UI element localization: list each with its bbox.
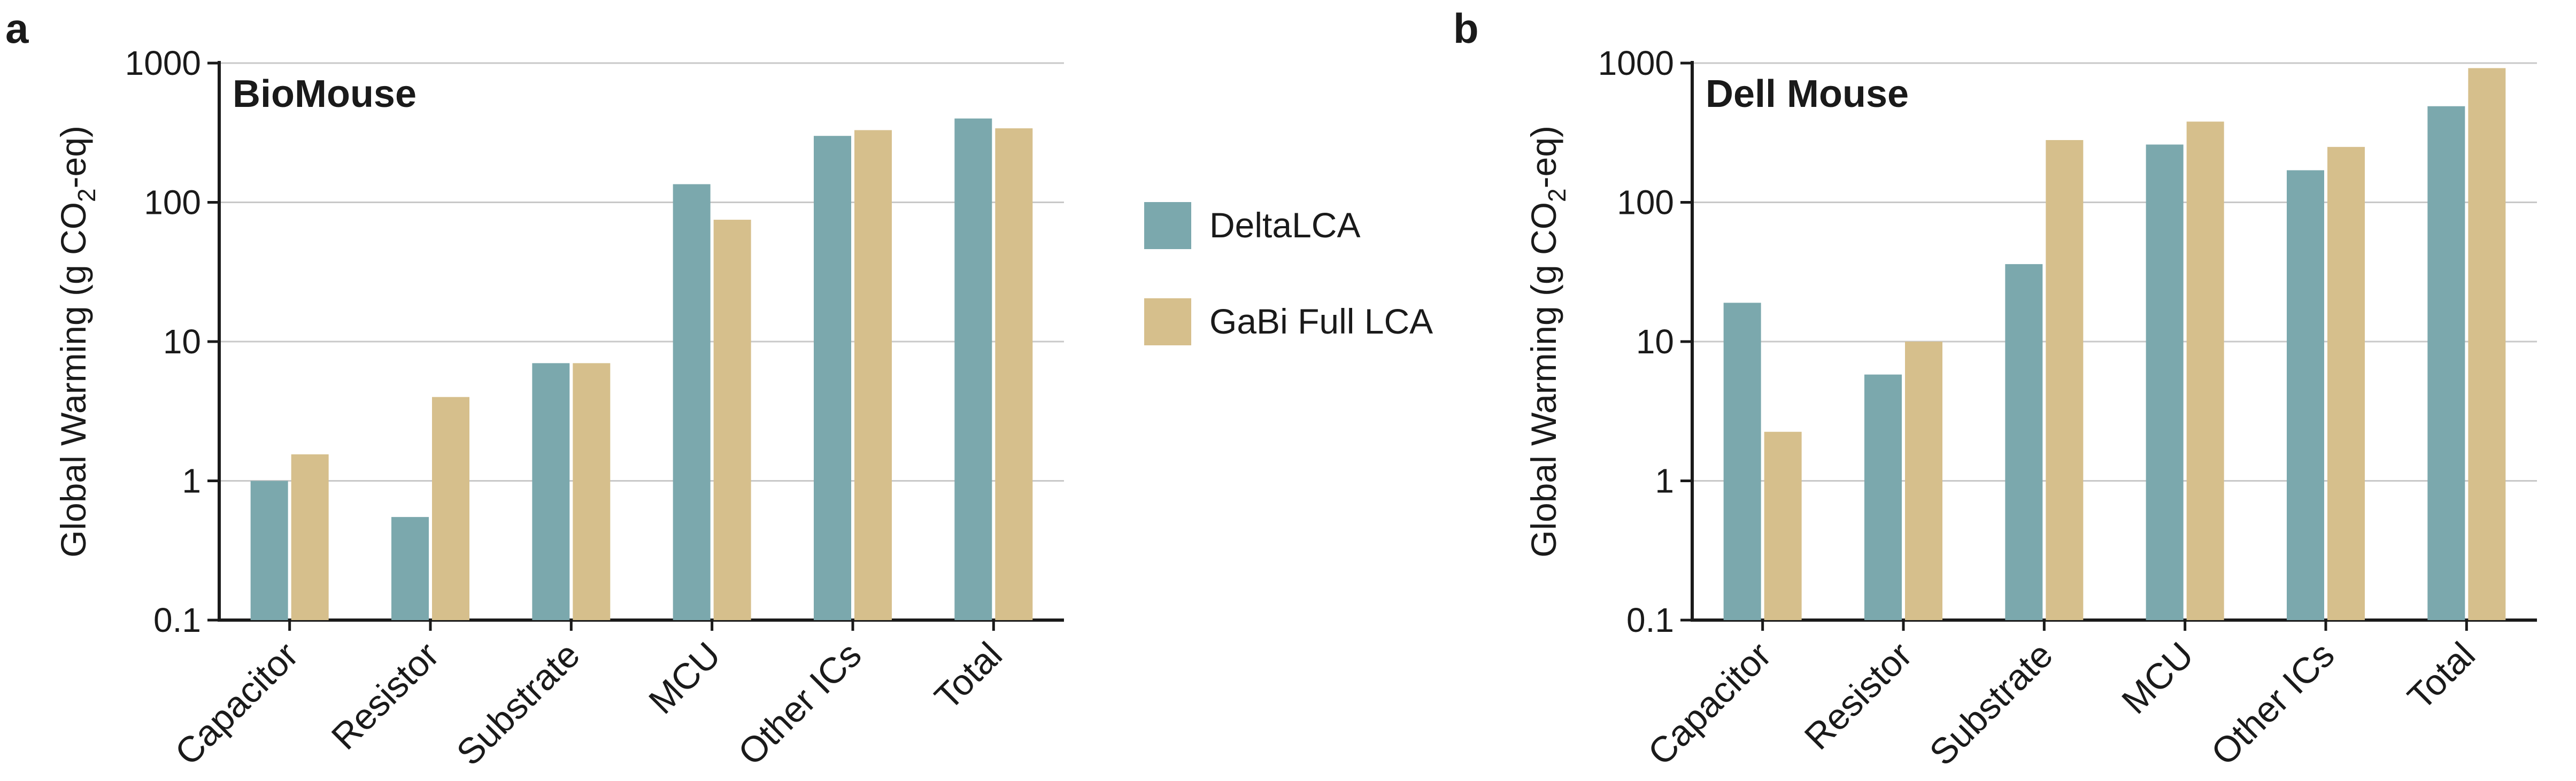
bar-deltalca-mcu (673, 184, 711, 620)
bar-gabi-full-lca-other-ics (2327, 146, 2365, 620)
bar-gabi-full-lca-capacitor (1764, 431, 1802, 620)
bar-gabi-full-lca-substrate (573, 363, 611, 620)
y-tick-label: 100 (144, 183, 201, 222)
bar-deltalca-substrate (532, 363, 570, 620)
x-category-label: Other ICs (2203, 635, 2342, 773)
bar-gabi-full-lca-mcu (713, 220, 751, 621)
y-axis-title-prefix: Global Warming (g CO (53, 202, 93, 558)
x-category-label: Resistor (1797, 635, 1920, 757)
y-tick-label: 10 (163, 322, 201, 361)
x-category-label: Capacitor (1640, 635, 1779, 774)
x-category-label: MCU (641, 635, 728, 722)
bar-deltalca-resistor (391, 517, 429, 620)
x-category-label: Total (2400, 635, 2483, 717)
bar-deltalca-other-ics (2287, 170, 2324, 621)
bar-deltalca-other-ics (814, 136, 851, 621)
panel-letter: a (5, 5, 29, 52)
x-category-label: Capacitor (167, 635, 306, 774)
panel-letter: b (1453, 5, 1479, 52)
y-tick-label: 1 (182, 462, 201, 500)
x-category-label: Other ICs (730, 635, 869, 773)
y-axis-title-subscript: 2 (1543, 188, 1571, 202)
y-tick-label: 1000 (125, 44, 201, 82)
x-category-label: Resistor (324, 635, 447, 757)
y-tick-label: 100 (1617, 183, 1674, 222)
y-tick-label: 1 (1655, 462, 1674, 500)
bar-deltalca-resistor (1864, 374, 1902, 620)
x-category-label: Substrate (449, 635, 588, 774)
bar-deltalca-capacitor (250, 481, 288, 620)
bar-gabi-full-lca-total (2468, 68, 2506, 621)
bar-gabi-full-lca-total (995, 128, 1033, 620)
x-category-label: Substrate (1922, 635, 2061, 774)
legend-swatch (1144, 298, 1191, 345)
panel-title: Dell Mouse (1706, 73, 1909, 115)
bar-gabi-full-lca-capacitor (291, 454, 329, 620)
y-axis-title: Global Warming (g CO2-eq) (1524, 126, 1571, 558)
x-category-label: Total (927, 635, 1010, 717)
bar-gabi-full-lca-mcu (2186, 121, 2224, 620)
bar-deltalca-total (954, 118, 992, 620)
bar-deltalca-capacitor (1723, 303, 1761, 620)
bar-deltalca-substrate (2005, 264, 2043, 620)
bar-gabi-full-lca-resistor (1905, 342, 1942, 620)
x-category-label: MCU (2114, 635, 2201, 722)
y-tick-label: 0.1 (1626, 601, 1674, 639)
y-axis-title-subscript: 2 (73, 188, 101, 202)
y-axis-title-suffix: -eq) (1524, 126, 1563, 188)
bar-gabi-full-lca-resistor (432, 397, 469, 620)
y-axis-title: Global Warming (g CO2-eq) (53, 126, 101, 558)
bar-gabi-full-lca-substrate (2046, 140, 2084, 620)
y-axis-title-suffix: -eq) (53, 126, 93, 188)
bar-deltalca-total (2427, 106, 2465, 620)
chart-panel-b: 0.1 1 10 100 1000 Capacitor Resistor Substrate M… (1453, 5, 2537, 773)
y-axis-title-prefix: Global Warming (g CO (1524, 202, 1563, 558)
bar-gabi-full-lca-other-ics (854, 130, 892, 620)
legend-label: DeltaLCA (1209, 205, 1360, 245)
legend-swatch (1144, 202, 1191, 249)
chart-panel-a: 0.1 1 10 100 1000 Capacitor Resistor Substrate M… (5, 5, 1064, 773)
y-tick-label: 1000 (1598, 44, 1674, 82)
legend-label: GaBi Full LCA (1209, 301, 1433, 341)
bar-deltalca-mcu (2146, 144, 2184, 621)
y-tick-label: 10 (1636, 322, 1674, 361)
panel-title: BioMouse (233, 73, 417, 115)
legend: DeltaLCA GaBi Full LCA (1144, 202, 1433, 345)
y-tick-label: 0.1 (153, 601, 201, 639)
